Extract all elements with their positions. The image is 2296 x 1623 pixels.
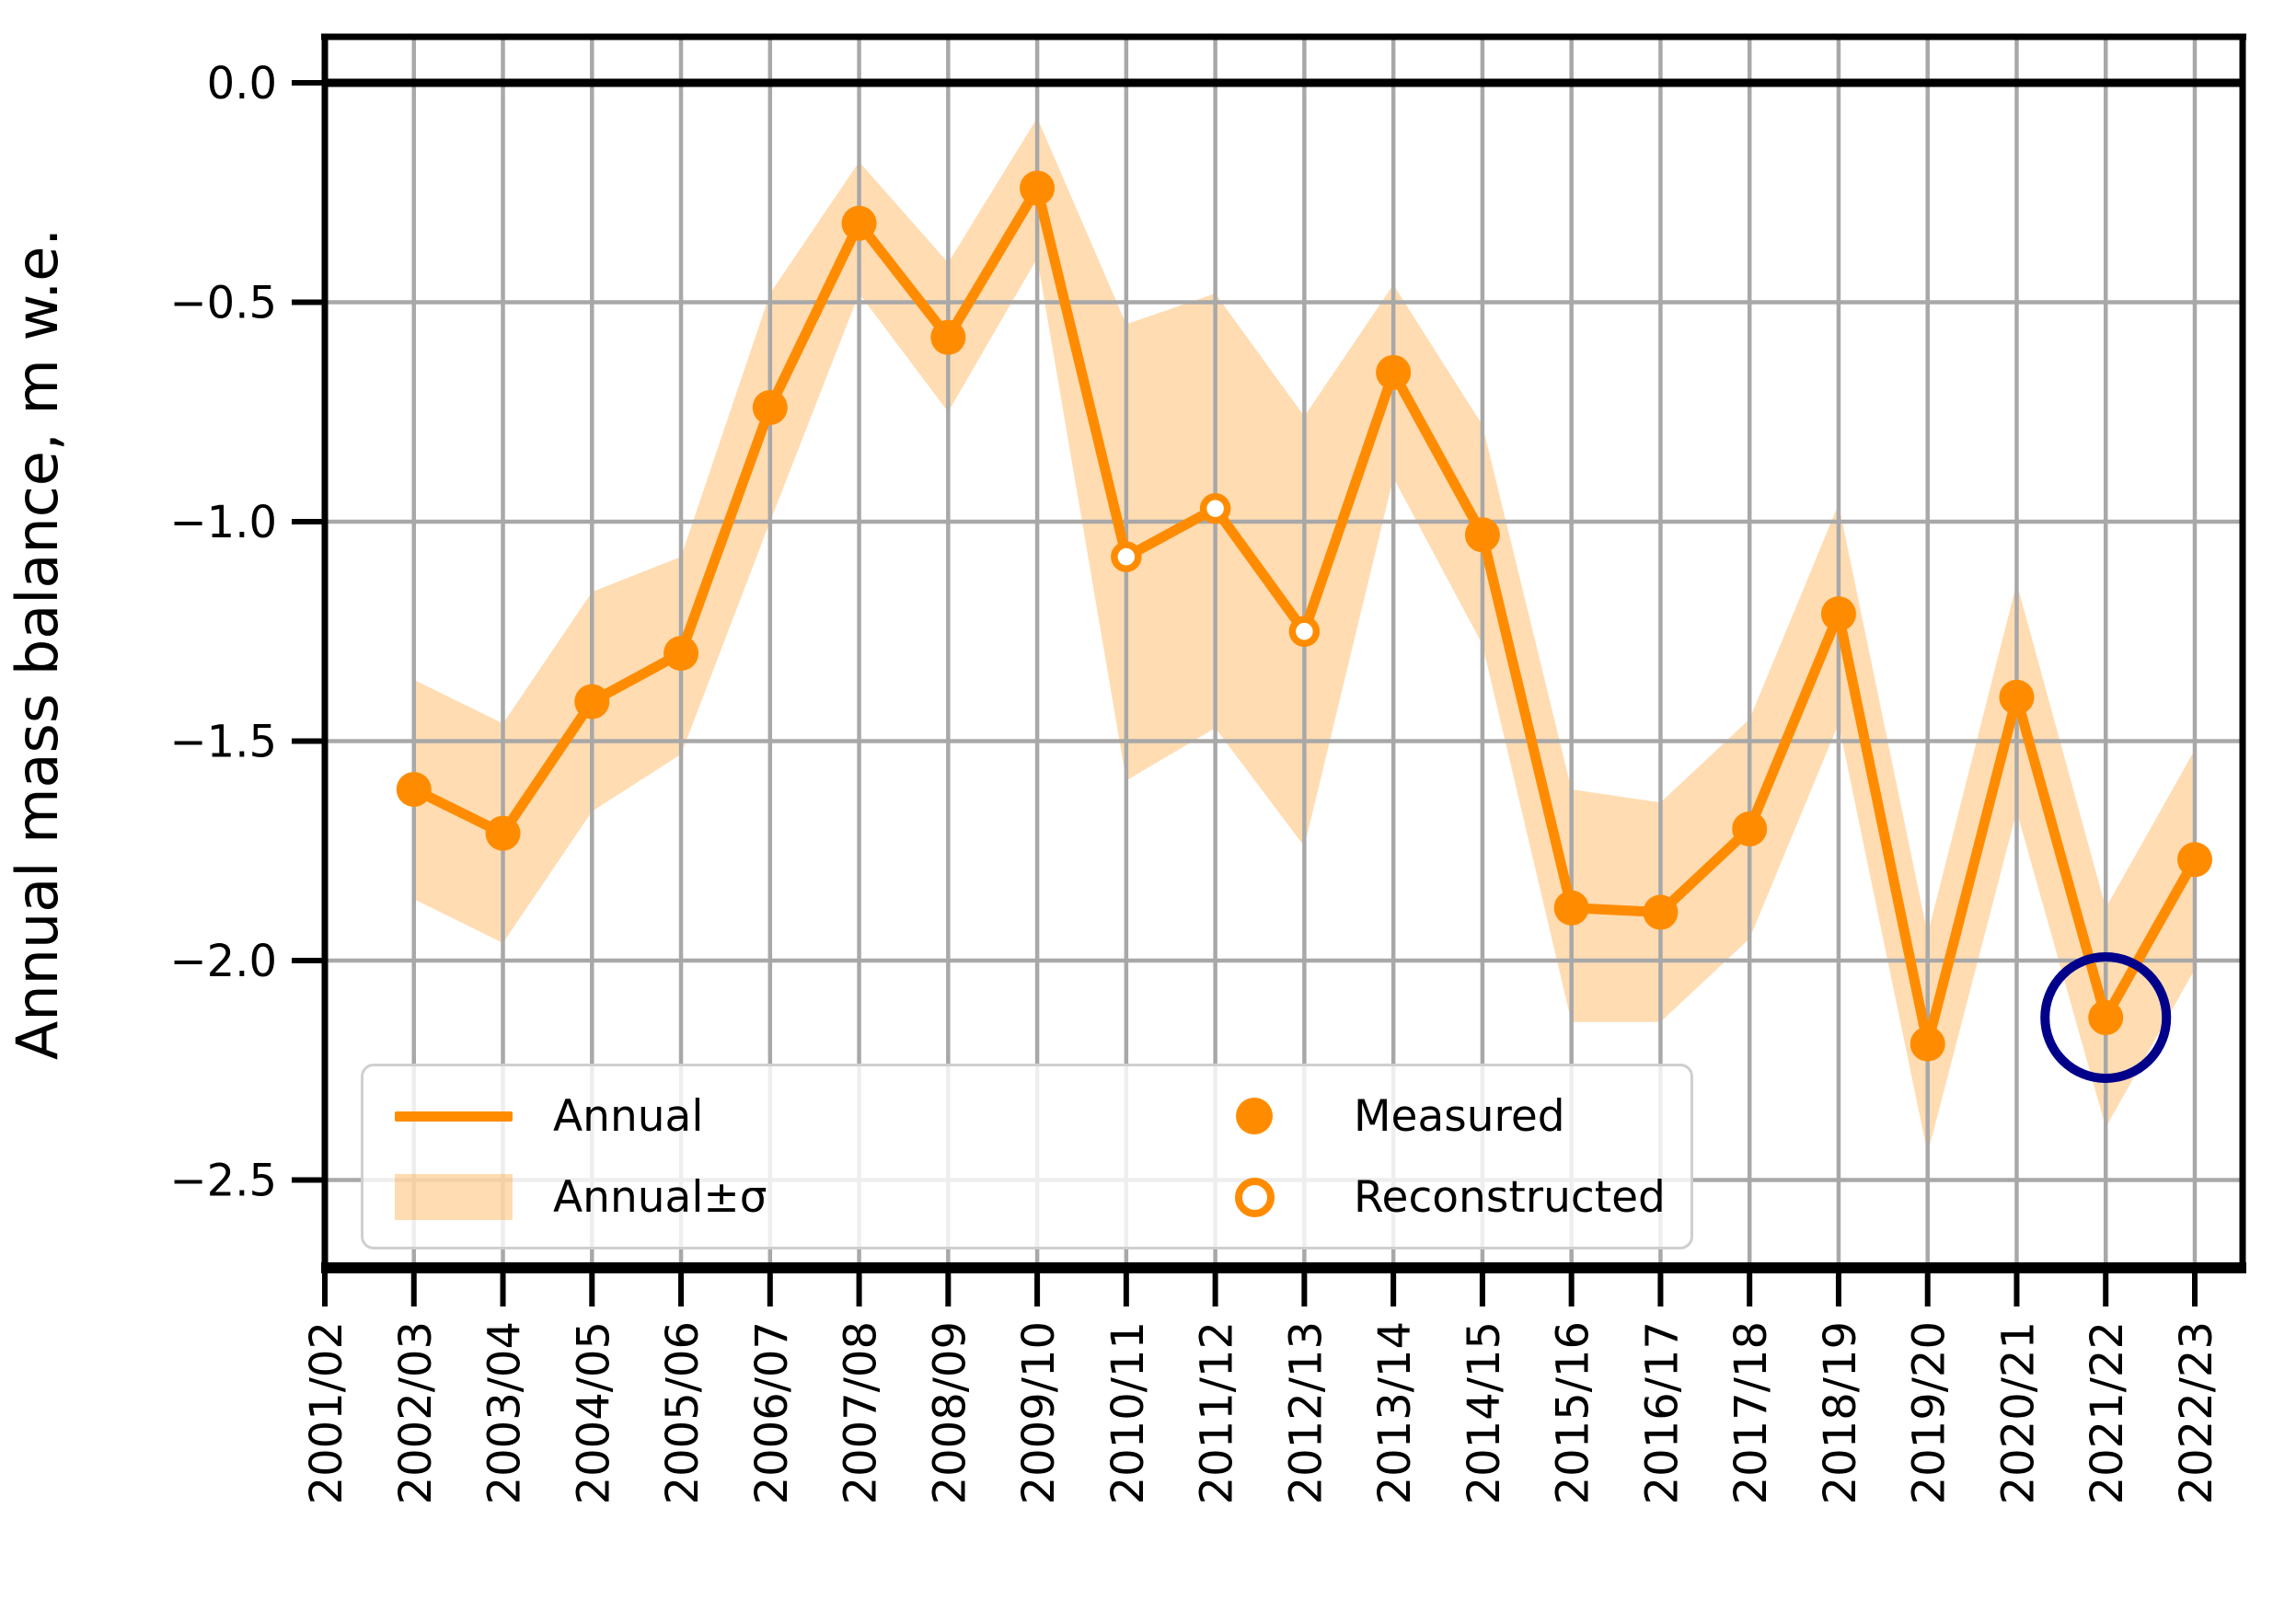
x-tick-label: 2019/20 bbox=[1904, 1321, 1956, 1504]
x-tick-label: 2005/06 bbox=[657, 1321, 709, 1504]
measured-point-2016-17 bbox=[1643, 894, 1679, 930]
x-tick-label: 2011/12 bbox=[1192, 1321, 1243, 1504]
x-tick-label: 2014/15 bbox=[1459, 1321, 1510, 1504]
y-tick-label: −0.5 bbox=[169, 278, 277, 329]
measured-point-2002-03 bbox=[396, 771, 432, 807]
x-tick-label: 2003/04 bbox=[479, 1321, 531, 1504]
annual-sigma-swatch-wrap bbox=[395, 1174, 513, 1220]
y-tick-label: −2.5 bbox=[169, 1156, 277, 1207]
reconstructed-point-2012-13 bbox=[1288, 616, 1321, 647]
measured-point-2005-06 bbox=[663, 636, 699, 672]
measured-point-2004-05 bbox=[574, 684, 610, 719]
legend-item-reconstructed: Reconstructed bbox=[1195, 1157, 1667, 1237]
measured-point-2021-22 bbox=[2088, 1000, 2124, 1036]
legend-label-reconstructed: Reconstructed bbox=[1354, 1171, 1666, 1223]
legend-item-annual-sigma: Annual±σ bbox=[395, 1157, 1195, 1237]
measured-point-2022-23 bbox=[2177, 842, 2212, 878]
x-tick-label: 2013/14 bbox=[1369, 1321, 1421, 1504]
measured-point-2009-10 bbox=[1020, 170, 1056, 206]
y-tick-label: −1.5 bbox=[169, 717, 277, 768]
measured-point-2003-04 bbox=[485, 815, 521, 851]
measured-point-2015-16 bbox=[1553, 890, 1589, 926]
reconstructed-point-2011-12 bbox=[1199, 492, 1231, 524]
annual-line-swatch-icon bbox=[395, 1111, 513, 1122]
y-tick-label: −1.0 bbox=[169, 497, 277, 548]
measured-point-2018-19 bbox=[1820, 596, 1856, 632]
measured-point-2017-18 bbox=[1732, 811, 1768, 846]
y-tick-label: 0.0 bbox=[207, 58, 277, 109]
measured-point-2006-07 bbox=[752, 389, 788, 425]
measured-swatch-wrap bbox=[1195, 1098, 1313, 1134]
highlight-circle bbox=[2040, 952, 2172, 1084]
measured-point-2020-21 bbox=[1999, 679, 2035, 715]
measured-point-2014-15 bbox=[1464, 517, 1500, 553]
x-tick-label: 2016/17 bbox=[1636, 1321, 1688, 1504]
x-tick-label: 2006/07 bbox=[746, 1321, 798, 1504]
x-tick-label: 2021/22 bbox=[2082, 1321, 2133, 1504]
x-tick-label: 2010/11 bbox=[1102, 1321, 1154, 1504]
marker-layer bbox=[396, 170, 2212, 1062]
x-tick-label: 2004/05 bbox=[568, 1321, 619, 1504]
legend-label-measured: Measured bbox=[1354, 1090, 1565, 1142]
legend-item-measured: Measured bbox=[1195, 1076, 1667, 1157]
y-tick-labels: 0.0 −0.5 −1.0 −1.5 −2.0 −2.5 bbox=[169, 58, 277, 1207]
legend-box: Annual Measured Annual±σ Reconstructed bbox=[361, 1064, 1693, 1249]
measured-point-2013-14 bbox=[1376, 354, 1412, 390]
legend-item-annual: Annual bbox=[395, 1076, 1195, 1157]
y-axis-label: Annual mass balance, m w.e. bbox=[4, 228, 71, 1060]
x-tick-label: 2020/21 bbox=[1992, 1321, 2044, 1504]
reconstructed-point-2010-11 bbox=[1111, 541, 1142, 572]
x-tick-label: 2007/08 bbox=[836, 1321, 887, 1504]
x-tick-label: 2001/02 bbox=[301, 1321, 352, 1504]
legend-label-annual-sigma: Annual±σ bbox=[553, 1171, 767, 1223]
measured-point-2019-20 bbox=[1909, 1026, 1945, 1062]
reconstructed-open-circle-icon bbox=[1234, 1177, 1275, 1217]
annual-sigma-band-swatch-icon bbox=[395, 1174, 513, 1220]
x-tick-label: 2015/16 bbox=[1548, 1321, 1599, 1504]
x-tick-label: 2017/18 bbox=[1725, 1321, 1777, 1504]
measured-point-2008-09 bbox=[930, 319, 966, 355]
annual-swatch-wrap bbox=[395, 1111, 513, 1122]
x-tick-label: 2008/09 bbox=[924, 1321, 975, 1504]
measured-filled-circle-icon bbox=[1236, 1098, 1273, 1134]
tick-layer bbox=[292, 80, 2198, 1306]
x-tick-label: 2018/19 bbox=[1815, 1321, 1866, 1504]
highlight-layer bbox=[2040, 952, 2172, 1084]
y-tick-label: −2.0 bbox=[169, 936, 277, 987]
x-tick-label: 2002/03 bbox=[390, 1321, 442, 1504]
x-tick-label: 2012/13 bbox=[1280, 1321, 1332, 1504]
x-tick-label: 2009/10 bbox=[1013, 1321, 1065, 1504]
legend-label-annual: Annual bbox=[553, 1090, 704, 1142]
measured-point-2007-08 bbox=[841, 205, 877, 241]
reconstructed-swatch-wrap bbox=[1195, 1177, 1313, 1217]
x-tick-label: 2022/23 bbox=[2171, 1321, 2222, 1504]
x-tick-labels: 2001/02 2002/03 2003/04 2004/05 2005/06 2006/… bbox=[301, 1321, 2222, 1504]
